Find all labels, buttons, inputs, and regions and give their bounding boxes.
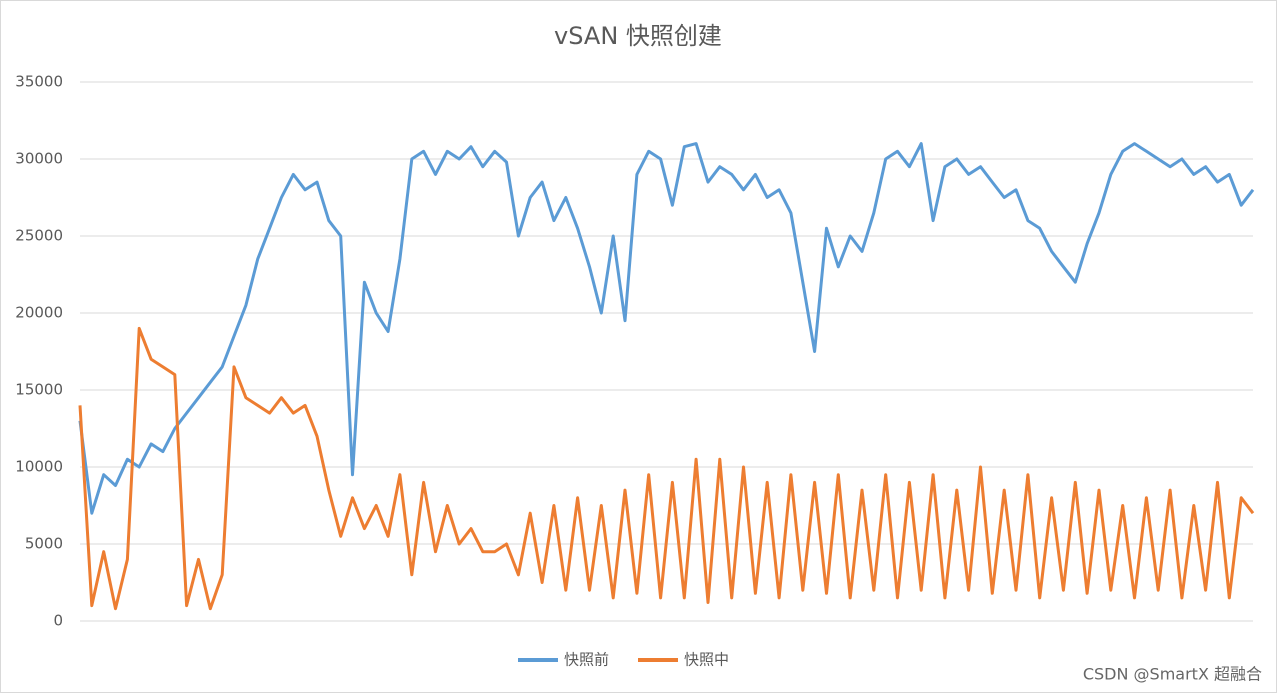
- y-tick-label: 35000: [15, 73, 63, 91]
- y-tick-label: 30000: [15, 150, 63, 168]
- legend-label: 快照中: [684, 651, 729, 669]
- y-tick-label: 25000: [15, 227, 63, 245]
- series-line: [78, 142, 1255, 515]
- y-tick-label: 0: [53, 612, 63, 630]
- y-tick-label: 20000: [15, 304, 63, 322]
- series-line: [78, 326, 1255, 611]
- y-tick-label: 15000: [15, 381, 63, 399]
- watermark: CSDN @SmartX 超融合: [1083, 665, 1262, 684]
- legend-label: 快照前: [564, 651, 609, 669]
- chart-title: vSAN 快照创建: [554, 22, 722, 50]
- y-tick-label: 10000: [15, 458, 63, 476]
- y-tick-label: 5000: [25, 535, 63, 553]
